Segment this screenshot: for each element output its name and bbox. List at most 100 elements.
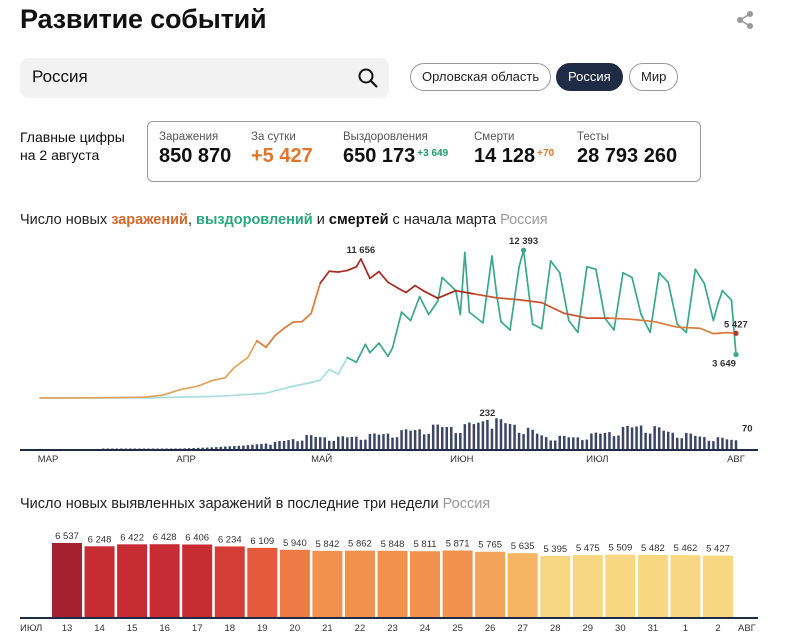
recovered-line-segment [459, 251, 466, 316]
infected-line-segment [360, 258, 371, 280]
region-pill-world[interactable]: Мир [629, 63, 679, 91]
deaths-bar [621, 426, 625, 449]
day-bar [605, 554, 636, 617]
deaths-bar [196, 447, 200, 449]
day-bar [507, 553, 538, 617]
search-icon[interactable] [357, 67, 379, 89]
recovered-line-segment [310, 379, 322, 384]
share-icon[interactable] [735, 10, 755, 30]
region-pill-orel[interactable]: Орловская область [410, 63, 552, 91]
annotation-dot [733, 330, 739, 336]
chart1-location: Россия [500, 212, 548, 228]
day-bar [52, 543, 82, 617]
deaths-bar [450, 426, 453, 449]
infected-line-segment [387, 281, 398, 289]
deaths-bar [291, 439, 295, 449]
deaths-bar [535, 433, 539, 449]
day-value-label: 5 482 [641, 543, 665, 554]
recovered-line-segment [346, 356, 358, 364]
day-value-label: 5 395 [543, 544, 567, 555]
chart1-heading: Число новых заражений, выздоровлений и с… [20, 212, 548, 228]
summary-stats: Заражения 850 870 За сутки +5 427 Выздор… [147, 121, 701, 182]
legend-recovered: выздоровлений [196, 212, 313, 228]
page-title: Развитие событий [20, 4, 267, 34]
month-start-label: ИЮЛ [20, 623, 42, 634]
deaths-bar [323, 437, 326, 449]
infected-line-segment [233, 356, 249, 369]
recovered-line-segment [387, 347, 394, 358]
deaths-bar [151, 448, 155, 449]
stat-recovered-delta: +3 649 [417, 148, 449, 159]
deaths-bar [418, 429, 421, 449]
annotation-label: 3 649 [712, 358, 736, 369]
deaths-bar [341, 436, 345, 449]
deaths-bar [129, 448, 132, 449]
stat-tests-value: 28 793 260 [577, 145, 678, 167]
deaths-bar [671, 432, 674, 449]
recovered-line-segment [454, 289, 462, 316]
infected-line-segment [405, 284, 416, 294]
deaths-bar [481, 421, 485, 449]
deaths-bar [115, 448, 119, 449]
day-tick-label: 23 [387, 623, 398, 634]
day-bar [572, 555, 603, 617]
day-bar [344, 550, 375, 617]
x-tick-label: ИЮЛ [586, 454, 608, 465]
deaths-bar [490, 428, 494, 449]
deaths-bar [273, 442, 277, 449]
deaths-bar [350, 436, 354, 449]
deaths-bar [246, 445, 250, 449]
region-pill-russia[interactable]: Россия [556, 63, 623, 91]
day-tick-label: 14 [94, 623, 105, 634]
deaths-bar [680, 438, 684, 449]
deaths-bar [558, 435, 561, 449]
deaths-bar [133, 448, 137, 449]
recovered-line-segment [730, 299, 737, 356]
deaths-bar [635, 426, 638, 449]
deaths-bar [459, 433, 462, 449]
recovered-line-segment [482, 255, 493, 324]
deaths-bar [549, 440, 552, 449]
day-bar [214, 546, 245, 617]
infected-line-segment [369, 270, 380, 280]
deaths-bar [639, 425, 643, 449]
recovered-line-segment [667, 281, 679, 325]
deaths-bar [694, 435, 697, 449]
infected-line-segment [247, 339, 258, 359]
deaths-bar [463, 424, 467, 449]
recovered-line-segment [369, 342, 380, 354]
deaths-bar [160, 448, 164, 449]
deaths-bar [205, 447, 209, 449]
recovered-line-segment [721, 289, 733, 302]
day-tick-label: 13 [62, 623, 73, 634]
day-value-label: 5 811 [414, 539, 437, 550]
recovered-line-segment [319, 368, 331, 381]
infected-line-segment [301, 312, 313, 323]
day-bar [149, 544, 180, 617]
deaths-bar [504, 423, 507, 449]
search-input[interactable]: Россия [32, 67, 88, 86]
recovered-line-segment [219, 392, 267, 398]
deaths-bar [178, 448, 182, 449]
deaths-bar [594, 432, 598, 449]
deaths-bar [567, 437, 571, 449]
deaths-bar [648, 433, 652, 449]
search-field[interactable]: Россия [20, 58, 389, 98]
summary-label: Главные цифры на 2 августа [20, 129, 125, 163]
recovered-line-segment [712, 302, 719, 322]
recovered-line-segment [391, 311, 403, 349]
deaths-bar [563, 435, 566, 449]
day-bar [182, 544, 213, 617]
recovered-line-segment [694, 268, 706, 285]
stat-recovered: Выздоровления 650 173 +3 649 [343, 131, 449, 167]
deaths-bar [440, 427, 444, 449]
infected-line-segment [712, 331, 728, 335]
annotation-dot [520, 247, 527, 253]
day-value-label: 5 427 [706, 544, 730, 555]
x-tick-label: ИЮН [450, 454, 473, 465]
day-tick-label: 17 [192, 623, 203, 634]
recovered-line-segment [649, 271, 661, 334]
infected-line-segment [631, 318, 656, 323]
stat-daily-value: +5 427 [251, 145, 313, 167]
recovered-line-segment [717, 289, 724, 305]
